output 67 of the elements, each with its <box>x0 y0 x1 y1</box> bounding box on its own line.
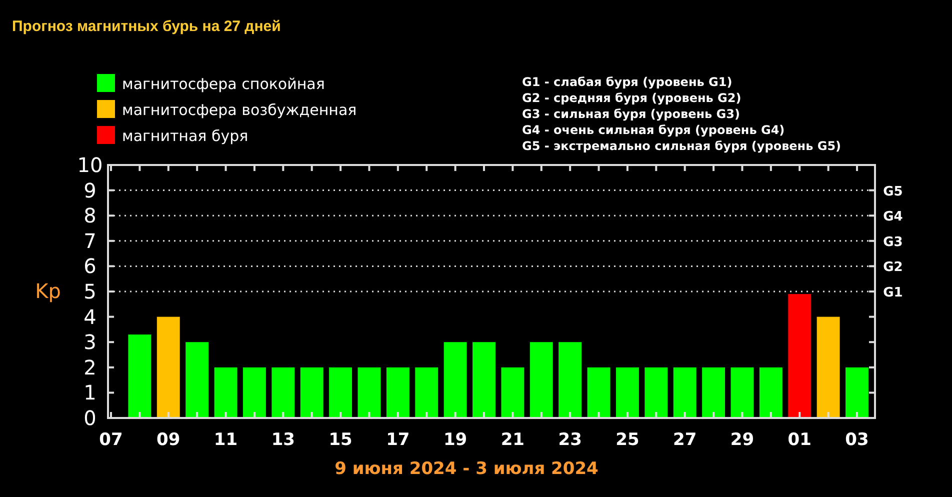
text: G5 - экстремально сильная буря (уровень G5) <box>522 139 842 153</box>
ref-line-label: G2 <box>883 260 903 276</box>
bar <box>816 316 840 418</box>
y-tick-label: 8 <box>84 204 96 228</box>
x-tick-label: 09 <box>156 430 180 450</box>
x-tick-label: 21 <box>500 430 525 450</box>
legend-label: магнитосфера возбужденная <box>122 101 357 119</box>
bar <box>501 367 524 418</box>
x-tick-label: 13 <box>271 430 295 450</box>
y-tick-label: 3 <box>84 330 96 354</box>
y-tick-label: 7 <box>84 228 96 253</box>
x-tick-label: 29 <box>730 430 754 450</box>
ref-line-label: G1 <box>883 286 903 300</box>
text: G2 - средняя буря (уровень G2) <box>522 91 742 105</box>
bar <box>300 367 324 418</box>
bar <box>444 342 467 418</box>
ref-line-label: G3 <box>883 234 903 250</box>
x-tick-label: 03 <box>845 430 869 450</box>
x-tick-label: 07 <box>99 430 123 450</box>
x-tick-label: 15 <box>328 430 352 450</box>
y-tick-label: 2 <box>84 355 96 380</box>
bar <box>702 367 726 418</box>
x-tick-label: 01 <box>788 430 812 450</box>
bar <box>386 367 410 418</box>
bar <box>788 294 812 418</box>
bar <box>272 367 295 418</box>
y-tick-label: 1 <box>84 380 96 405</box>
y-tick-label: 10 <box>77 153 103 177</box>
x-tick-label: 11 <box>214 430 238 450</box>
y-tick-label: 5 <box>84 280 96 304</box>
ref-line-label: G4 <box>883 210 903 225</box>
y-tick-label: 9 <box>84 178 96 202</box>
x-tick-label: 25 <box>616 430 640 450</box>
chart-title: Прогноз магнитных бурь на 27 дней <box>12 18 281 35</box>
bar <box>558 342 582 418</box>
bar <box>415 367 438 418</box>
bar <box>759 367 782 418</box>
legend-label: магнитосфера спокойная <box>122 75 325 93</box>
bar <box>156 316 180 418</box>
bar <box>530 342 553 418</box>
bar <box>587 367 610 418</box>
bar <box>472 342 496 418</box>
y-tick-label: 4 <box>84 304 96 329</box>
legend-label: магнитная буря <box>122 127 248 145</box>
bar <box>128 334 152 418</box>
text: G3 - сильная буря (уровень G3) <box>522 107 740 121</box>
bar <box>644 367 668 418</box>
text: G4 - очень сильная буря (уровень G4) <box>522 123 785 137</box>
bar <box>616 367 639 418</box>
ref-line-label: G5 <box>883 184 903 200</box>
y-tick-label: 6 <box>84 254 96 278</box>
x-tick-label: 27 <box>673 430 697 450</box>
bar <box>214 367 238 418</box>
bar <box>846 367 868 418</box>
bar <box>358 367 381 418</box>
bar <box>329 367 352 418</box>
x-tick-label: 17 <box>386 430 410 450</box>
bar <box>186 342 209 418</box>
y-tick-label: 0 <box>84 406 96 430</box>
bar <box>673 367 696 418</box>
x-tick-label: 19 <box>443 430 468 450</box>
bar <box>730 367 754 418</box>
text: G1 - слабая буря (уровень G1) <box>522 75 732 89</box>
y-axis-title: Kp <box>35 279 61 303</box>
bar <box>242 367 266 418</box>
x-tick-label: 23 <box>558 430 582 450</box>
x-axis-title: 9 июня 2024 - 3 июля 2024 <box>334 459 599 479</box>
